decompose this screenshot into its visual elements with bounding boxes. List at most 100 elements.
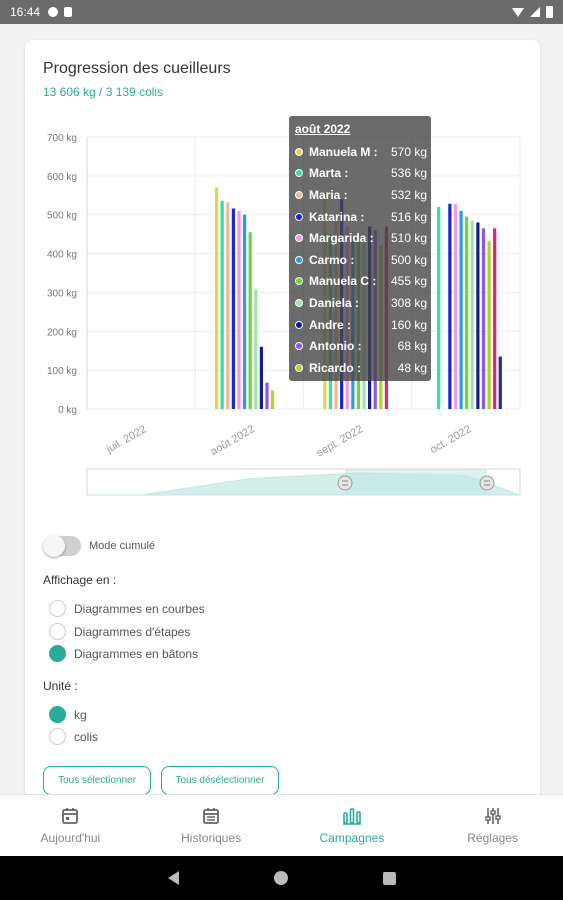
status-bar: 16:44 [0,0,563,24]
bar-chart-icon [342,807,361,825]
bar[interactable] [242,214,247,409]
bar[interactable] [248,232,252,409]
signal-icon [530,7,540,17]
tooltip-series-value: 500 kg [390,252,427,267]
radio-button[interactable] [49,600,66,617]
radio-display-bars[interactable]: Diagrammes en bâtons [49,645,198,662]
toggle-knob[interactable] [43,535,65,557]
tooltip-row: Margarida : 510 kg [293,227,427,249]
status-time: 16:44 [10,5,41,19]
bar[interactable] [470,220,474,409]
recent-apps-icon[interactable] [382,871,396,885]
tooltip-series-value: 68 kg [397,339,427,354]
tooltip-series-value: 48 kg [397,360,427,375]
zoom-handle-right[interactable] [479,475,495,491]
back-icon[interactable] [167,871,179,885]
y-tick-label: 400 kg [47,250,77,261]
nav-history[interactable]: Historiques [141,795,282,856]
tooltip-series-name: Ricardo : [309,360,362,375]
radio-label: Diagrammes en courbes [74,601,205,616]
bar[interactable] [254,289,258,409]
radio-display-lines[interactable]: Diagrammes en courbes [49,600,205,617]
tooltip-series-name: Katarina : [309,209,365,224]
nav-label: Historiques [181,830,242,845]
y-tick-label: 0 kg [58,405,77,416]
select-all-button[interactable]: Tous sélectionner [43,766,151,795]
x-tick-label: juil. 2022 [104,423,149,456]
tooltip-rows: Manuela M : 570 kg Marta : 536 kg Maria : 532… [293,141,427,379]
bar[interactable] [231,208,235,409]
zoom-window[interactable] [345,469,487,495]
home-icon[interactable] [273,871,288,885]
calendar-today-icon [62,807,79,824]
chart-tooltip: août 2022 Manuela M : 570 kg Marta : 536 kg… [289,116,431,381]
tooltip-series-value: 536 kg [390,166,427,181]
radio-button[interactable] [49,728,66,745]
bar[interactable] [448,203,452,409]
tooltip-row: Antonio : 68 kg [293,335,427,357]
radio-unit-kg[interactable]: kg [49,706,87,723]
bar[interactable] [237,210,241,409]
tooltip-row: Katarina : 516 kg [293,206,427,228]
radio-display-steps[interactable]: Diagrammes d'étapes [49,623,190,640]
tooltip-series-name: Maria : [309,187,348,202]
bar[interactable] [476,222,480,409]
tooltip-series-name: Manuela C : [309,274,377,289]
bar[interactable] [487,241,491,409]
radio-button-selected[interactable] [49,706,66,723]
nav-label: Campagnes [319,830,385,845]
cumul-toggle[interactable] [43,535,81,557]
tooltip-row: Manuela C : 455 kg [293,271,427,293]
bar[interactable] [214,187,219,409]
y-tick-label: 100 kg [47,366,77,377]
bar[interactable] [498,356,502,409]
nav-settings[interactable]: Réglages [422,795,563,856]
tooltip-series-name: Manuela M : [309,144,378,159]
bar[interactable] [226,202,230,409]
bar[interactable] [465,216,469,409]
display-label: Affichage en : [43,573,117,587]
y-tick-label: 600 kg [47,172,77,183]
radio-label: Diagrammes en bâtons [74,646,199,661]
bar[interactable] [259,346,263,409]
radio-button[interactable] [49,623,66,640]
calendar-list-icon [203,807,220,824]
bar[interactable] [265,382,269,409]
tooltip-series-value: 510 kg [390,231,427,246]
radio-button-selected[interactable] [49,645,66,662]
nav-campaigns[interactable]: Campagnes [282,795,423,856]
bar[interactable] [453,203,458,409]
radio-unit-colis[interactable]: colis [49,728,98,745]
card-subtitle: 13 606 kg / 3 139 colis [43,85,164,99]
zoom-slider[interactable] [86,468,521,496]
tooltip-series-name: Carmo : [309,252,355,267]
legend-swatch [295,190,303,199]
legend-swatch [295,363,303,372]
tooltip-row: Ricardo : 48 kg [293,357,427,379]
bar[interactable] [220,200,224,409]
tooltip-row: Carmo : 500 kg [293,249,427,271]
x-tick-label: août 2022 [208,423,256,458]
nav-today[interactable]: Aujourd'hui [0,795,141,856]
legend-swatch [295,277,303,286]
legend-swatch [295,169,303,178]
bar[interactable] [459,210,463,409]
tooltip-row: Maria : 532 kg [293,184,427,206]
zoom-handle-left[interactable] [337,475,353,491]
x-tick-label: oct. 2022 [428,423,473,456]
bar[interactable] [481,228,486,409]
legend-swatch [295,342,303,351]
wifi-icon [512,7,524,17]
tooltip-series-name: Daniela : [309,295,360,310]
tooltip-title: août 2022 [295,122,351,136]
tooltip-series-name: Marta : [309,166,349,181]
radio-label: Diagrammes d'étapes [74,624,191,639]
bar-chart[interactable]: 0 kg 100 kg 200 kg 300 kg 400 kg 500 kg 600 kg… [25,40,540,510]
bar[interactable] [437,206,441,409]
deselect-all-button[interactable]: Tous désélectionner [161,766,279,795]
bar[interactable] [270,390,275,409]
y-tick-label: 500 kg [47,211,77,222]
x-tick-label: sept. 2022 [315,423,365,459]
bar[interactable] [493,228,497,409]
legend-swatch [295,298,303,307]
